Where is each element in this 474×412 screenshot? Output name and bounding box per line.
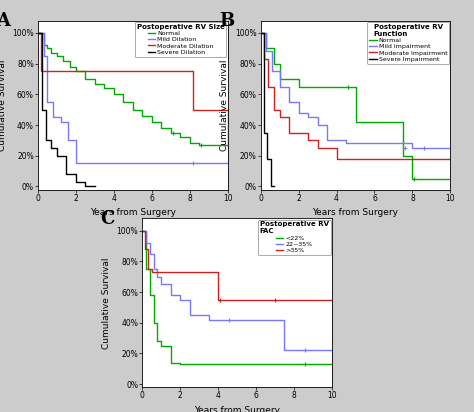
X-axis label: Years from Surgery: Years from Surgery — [312, 208, 399, 217]
Legend: <22%, 22~35%, >35%: <22%, 22~35%, >35% — [258, 220, 330, 255]
Legend: Normal, Mild Impairment, Moderate Impairment, Severe Impairment: Normal, Mild Impairment, Moderate Impair… — [367, 22, 449, 64]
Text: C: C — [100, 210, 115, 228]
X-axis label: Years from Surgery: Years from Surgery — [194, 406, 280, 412]
Y-axis label: Cumulative Survival: Cumulative Survival — [0, 59, 7, 151]
Legend: Normal, Mild Dilation, Moderate Dilation, Severe Dilation: Normal, Mild Dilation, Moderate Dilation… — [135, 22, 226, 57]
Y-axis label: Cumulative Survival: Cumulative Survival — [220, 59, 229, 151]
Text: A: A — [0, 12, 10, 30]
Text: B: B — [219, 12, 234, 30]
Y-axis label: Cumulative Survival: Cumulative Survival — [102, 257, 111, 349]
X-axis label: Years from Surgery: Years from Surgery — [90, 208, 176, 217]
